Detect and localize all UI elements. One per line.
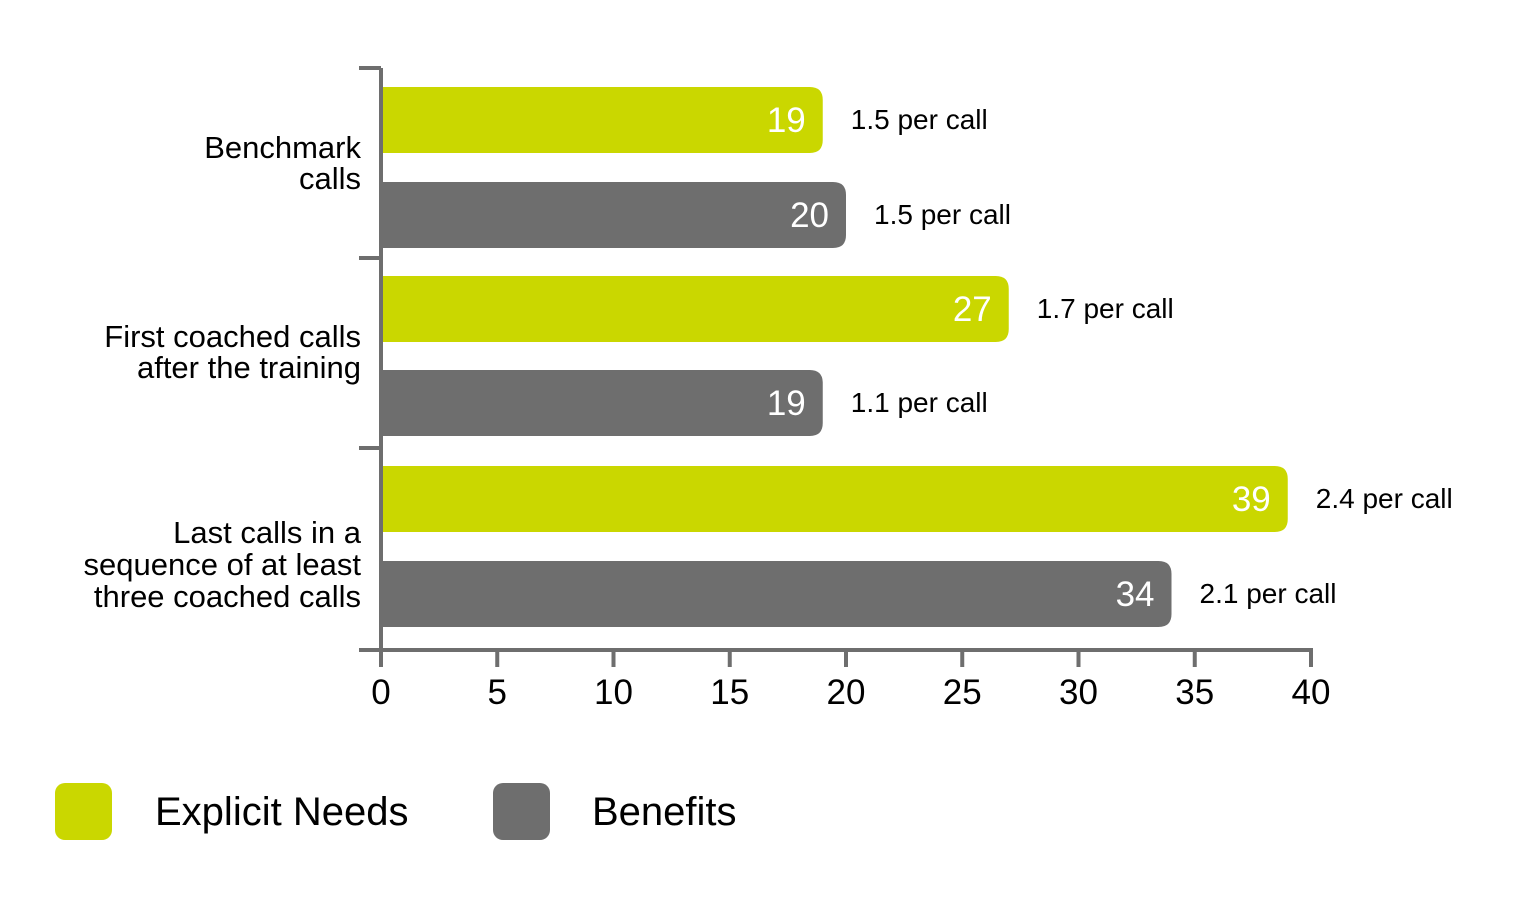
category-label: Benchmark <box>204 130 361 165</box>
x-tick-label: 15 <box>710 673 749 712</box>
bar <box>381 370 823 436</box>
legend-label: Benefits <box>592 790 737 834</box>
bar-value-label: 39 <box>1232 480 1271 519</box>
x-tick-label: 40 <box>1292 673 1331 712</box>
x-tick-label: 0 <box>371 673 390 712</box>
bars-layer <box>381 87 1288 627</box>
x-tick-label: 35 <box>1175 673 1214 712</box>
bar <box>381 561 1172 627</box>
x-tick-label: 20 <box>827 673 866 712</box>
category-label: Last calls in a <box>173 515 362 550</box>
bar <box>381 276 1009 342</box>
per-call-annotation: 1.1 per call <box>851 387 988 418</box>
labels-layer: 19 1.5 per call 27 1.7 per call 39 2.4 per ca… <box>84 101 1453 712</box>
per-call-annotation: 2.1 per call <box>1200 578 1337 609</box>
bar <box>381 87 823 153</box>
bar-value-label: 20 <box>790 196 829 235</box>
legend-swatch <box>55 783 112 840</box>
per-call-annotation: 2.4 per call <box>1316 483 1453 514</box>
axes-layer <box>359 66 1313 667</box>
category-label: First coached calls <box>104 319 361 354</box>
category-label: calls <box>299 161 361 196</box>
category-label: sequence of at least <box>84 547 362 582</box>
bar <box>381 182 846 248</box>
per-call-annotation: 1.7 per call <box>1037 293 1174 324</box>
x-tick-label: 10 <box>594 673 633 712</box>
legend: Explicit Needs Benefits <box>55 783 737 840</box>
category-label: after the training <box>137 350 361 385</box>
per-call-annotation: 1.5 per call <box>851 104 988 135</box>
bar-value-label: 27 <box>953 290 992 329</box>
x-tick-label: 25 <box>943 673 982 712</box>
x-tick-label: 30 <box>1059 673 1098 712</box>
legend-swatch <box>493 783 550 840</box>
bar-value-label: 19 <box>767 101 806 140</box>
bar <box>381 466 1288 532</box>
bar-value-label: 19 <box>767 384 806 423</box>
category-label: three coached calls <box>94 579 361 614</box>
per-call-annotation: 1.5 per call <box>874 199 1011 230</box>
x-tick-label: 5 <box>488 673 507 712</box>
bar-value-label: 34 <box>1116 575 1155 614</box>
legend-label: Explicit Needs <box>155 790 408 834</box>
